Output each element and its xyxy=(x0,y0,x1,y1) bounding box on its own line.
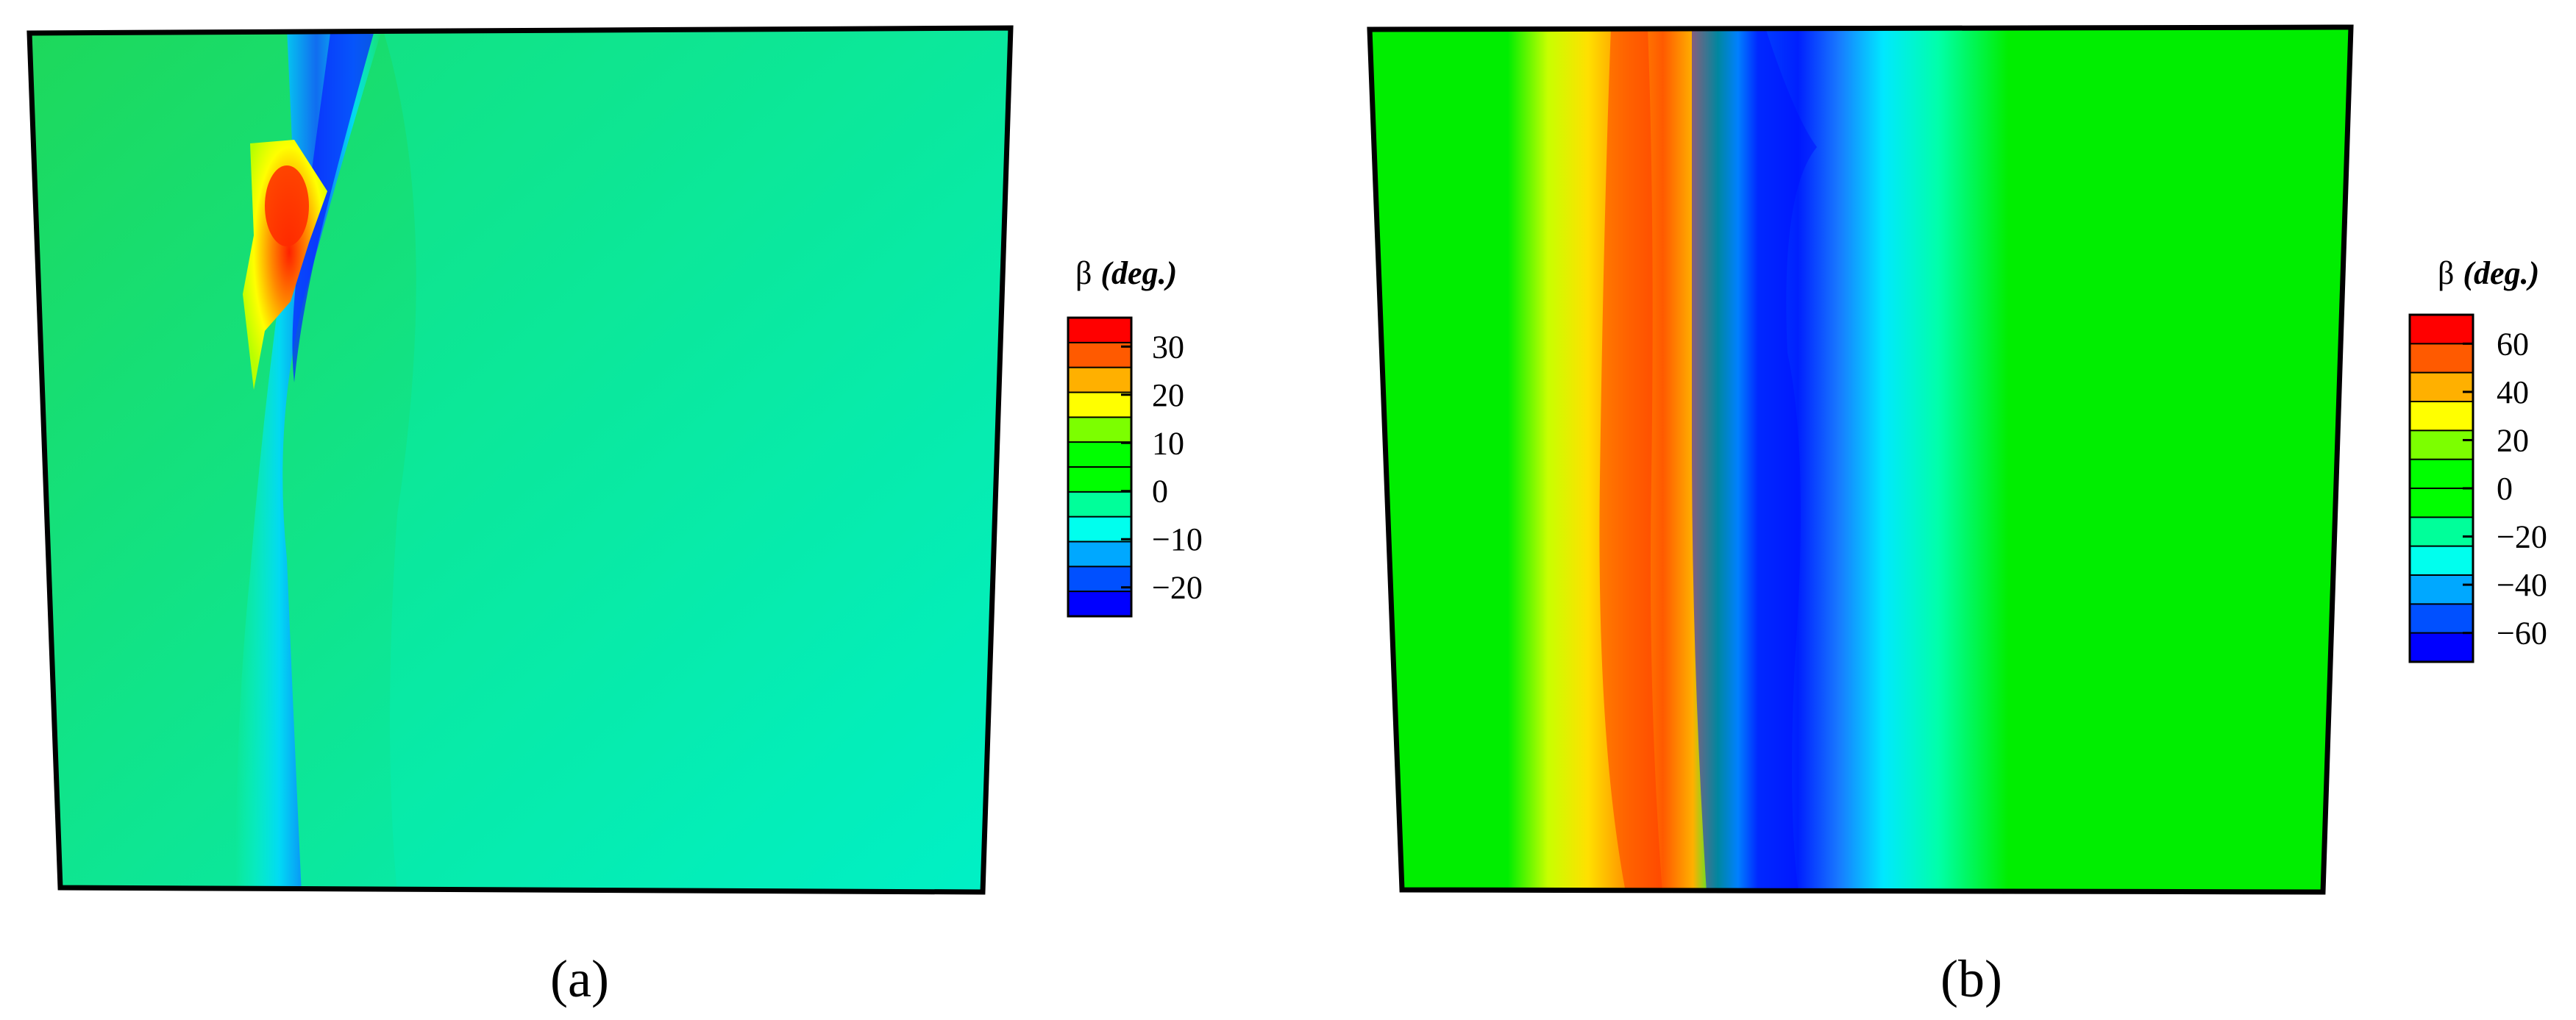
colorbar-a: 30 20 10 0 −10 −20 xyxy=(1067,316,1203,618)
colorbar-tick-label: 20 xyxy=(2497,422,2529,458)
colorbar-segment xyxy=(1068,442,1131,468)
colorbar-segment xyxy=(2410,517,2473,547)
colorbar-segment xyxy=(1068,367,1131,393)
colorbar-segment xyxy=(2410,343,2473,374)
colorbar-tick-label: 0 xyxy=(1152,474,1168,510)
colorbar-segment xyxy=(2410,604,2473,634)
colorbar-segment xyxy=(1068,566,1131,592)
colorbar-segment xyxy=(1068,417,1131,443)
contour-field-b xyxy=(1370,27,2351,892)
colorbar-segment xyxy=(1068,491,1131,518)
colorbar-b: 60 40 20 0 −20 −40 −60 xyxy=(2408,313,2547,663)
colorbar-tick-label: 40 xyxy=(2497,374,2529,410)
colorbar-segment xyxy=(2410,315,2473,344)
colorbar-segment xyxy=(1068,467,1131,493)
colorbar-segment xyxy=(2410,488,2473,518)
panel-a xyxy=(26,25,1014,895)
colorbar-tick-label: −40 xyxy=(2497,567,2547,603)
panel-b xyxy=(1367,24,2354,895)
colorbar-segment xyxy=(1068,541,1131,567)
colorbar-segment xyxy=(1068,516,1131,542)
colorbar-tick-label: 60 xyxy=(2497,326,2529,362)
colorbar-tick-label: −20 xyxy=(1152,570,1203,606)
contour-field-a xyxy=(29,28,1011,892)
colorbar-segment xyxy=(2410,575,2473,604)
colorbar-frame xyxy=(1067,316,1133,618)
colorbar-title-b: β (deg.) xyxy=(2438,255,2539,291)
colorbar-tick-label: −60 xyxy=(2497,616,2547,652)
colorbar-segment xyxy=(2410,430,2473,460)
colorbar-tick-label: 10 xyxy=(1152,425,1184,461)
colorbar-segment xyxy=(2410,402,2473,431)
colorbar-tick-label: −10 xyxy=(1152,521,1203,557)
colorbar-segment xyxy=(1068,342,1131,368)
panel-label-b: (b) xyxy=(1940,949,2002,1008)
colorbar-tick-label: 20 xyxy=(1152,377,1184,413)
colorbar-segment xyxy=(1068,318,1131,343)
colorbar-segment xyxy=(2410,459,2473,489)
colorbar-segment xyxy=(2410,372,2473,402)
colorbar-tick-label: 0 xyxy=(2497,471,2513,507)
colorbar-title-a: β (deg.) xyxy=(1075,255,1177,291)
colorbar-tick-label: 30 xyxy=(1152,329,1184,365)
colorbar-tick-label: −20 xyxy=(2497,519,2547,555)
domain-outline-a xyxy=(26,25,1014,895)
domain-outline-b xyxy=(1367,24,2354,895)
colorbar-segment xyxy=(1068,392,1131,418)
colorbar-segment xyxy=(2410,546,2473,576)
panel-label-a: (a) xyxy=(550,949,609,1008)
colorbar-segment xyxy=(2410,632,2473,663)
colorbar-segment xyxy=(1068,591,1131,617)
